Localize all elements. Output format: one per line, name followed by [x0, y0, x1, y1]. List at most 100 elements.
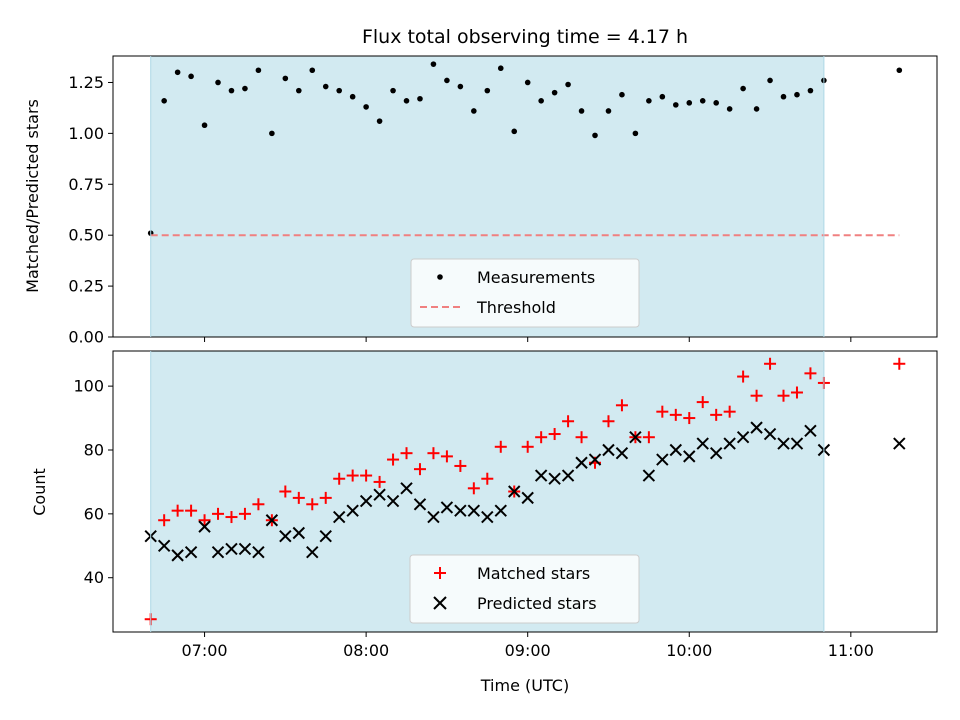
measurement-point — [605, 108, 612, 114]
y-tick-label: 40 — [84, 568, 104, 587]
predicted-stars-point — [440, 501, 454, 514]
measurement-point — [430, 61, 437, 67]
matched-stars-point — [723, 405, 736, 418]
measurement-point — [896, 67, 903, 74]
matched-stars-point — [562, 415, 575, 428]
matched-stars-point — [656, 405, 669, 418]
predicted-stars-point — [413, 498, 427, 511]
measurement-point — [484, 87, 491, 94]
top-data-marks — [147, 61, 903, 237]
predicted-stars-point — [750, 421, 763, 434]
measurement-point — [511, 128, 518, 135]
matched-stars-point — [346, 469, 359, 482]
predicted-stars-point — [709, 446, 723, 460]
top-legend-box — [410, 258, 640, 328]
legend-marker-predicted-stars — [433, 596, 447, 610]
predicted-stars-point — [211, 545, 225, 559]
bottom-y-ticks: 40 60 80 100 — [73, 377, 113, 587]
matched-stars-point — [306, 498, 319, 511]
bottom-x-axis-label: Time (UTC) — [480, 676, 569, 695]
predicted-stars-point — [454, 504, 467, 517]
matched-stars-point — [454, 459, 467, 472]
matched-stars-point — [494, 440, 507, 453]
measurement-point — [201, 122, 208, 129]
measurement-point — [309, 67, 316, 74]
predicted-stars-point — [184, 545, 198, 559]
measurement-point — [632, 130, 639, 137]
predicted-stars-point — [575, 456, 588, 469]
predicted-stars-point — [615, 446, 629, 460]
measurement-point — [336, 87, 342, 94]
matched-stars-point — [790, 386, 803, 399]
matched-stars-point — [669, 408, 682, 421]
y-tick-label: 1.00 — [68, 124, 104, 143]
measurement-point — [471, 108, 477, 114]
predicted-stars-point — [157, 539, 171, 552]
measurement-point — [713, 100, 719, 106]
predicted-stars-point — [736, 431, 750, 444]
predicted-stars-point — [763, 427, 777, 441]
measurement-point — [794, 91, 800, 98]
measurement-point — [565, 81, 571, 88]
bottom-legend-box — [409, 554, 640, 624]
matched-stars-point — [413, 463, 426, 476]
predicted-stars-point — [893, 437, 906, 450]
predicted-stars-point — [521, 491, 534, 505]
predicted-stars-point — [386, 494, 400, 508]
predicted-stars-point — [683, 450, 696, 463]
measurement-point — [363, 104, 369, 110]
matched-stars-point — [548, 428, 561, 441]
measurement-point — [497, 65, 504, 72]
predicted-stars-point — [332, 510, 346, 524]
measurement-point — [242, 85, 248, 92]
top-y-axis-label: Matched/Predicted stars — [23, 99, 42, 293]
matched-stars-point — [467, 482, 480, 495]
y-tick-label: 60 — [84, 504, 104, 523]
top-panel: Flux total observing time = 4.17 h 0.000… — [23, 26, 938, 347]
measurement-point — [726, 106, 733, 112]
bottom-data-marks — [144, 357, 906, 626]
y-tick-label: 0.00 — [68, 328, 104, 347]
measurement-point — [619, 91, 625, 98]
measurement-point — [551, 89, 558, 96]
matched-stars-point — [750, 389, 763, 402]
bottom-y-axis-label: Count — [30, 468, 49, 516]
y-tick-label: 0.50 — [68, 226, 104, 245]
measurement-point — [161, 97, 167, 104]
bottom-axes-frame — [112, 350, 938, 633]
measurement-point — [659, 93, 666, 100]
matched-stars-point — [252, 498, 265, 511]
measurement-point — [174, 69, 181, 76]
y-tick-label: 0.25 — [68, 277, 104, 296]
predicted-stars-point — [467, 504, 481, 517]
measurement-point — [376, 118, 383, 124]
measurement-point — [296, 87, 302, 94]
predicted-stars-point — [373, 488, 386, 501]
predicted-stars-point — [238, 542, 252, 556]
measurement-point — [417, 95, 423, 102]
predicted-stars-point — [656, 453, 669, 466]
y-tick-label: 0.75 — [68, 175, 104, 194]
top-axes-frame — [112, 55, 938, 338]
matched-stars-point — [360, 469, 373, 482]
predicted-stars-point — [508, 485, 521, 498]
matched-stars-point — [238, 507, 251, 520]
measurement-point — [228, 87, 235, 94]
measurement-point — [282, 75, 289, 82]
predicted-stars-point — [306, 545, 319, 559]
predicted-stars-point — [777, 437, 790, 450]
predicted-stars-point — [790, 437, 804, 450]
predicted-stars-point — [723, 437, 736, 450]
predicted-stars-point — [359, 494, 373, 508]
measurement-point — [269, 130, 275, 137]
matched-stars-point — [440, 450, 453, 463]
measurement-point — [215, 79, 221, 86]
predicted-stars-point — [400, 482, 413, 495]
measurement-point — [322, 83, 329, 90]
measurement-point — [672, 102, 679, 108]
matched-stars-point — [387, 453, 400, 466]
predicted-stars-point — [292, 526, 306, 540]
x-tick-label: 10:00 — [666, 641, 712, 660]
matched-stars-point — [615, 399, 628, 412]
predicted-stars-point — [494, 504, 507, 517]
